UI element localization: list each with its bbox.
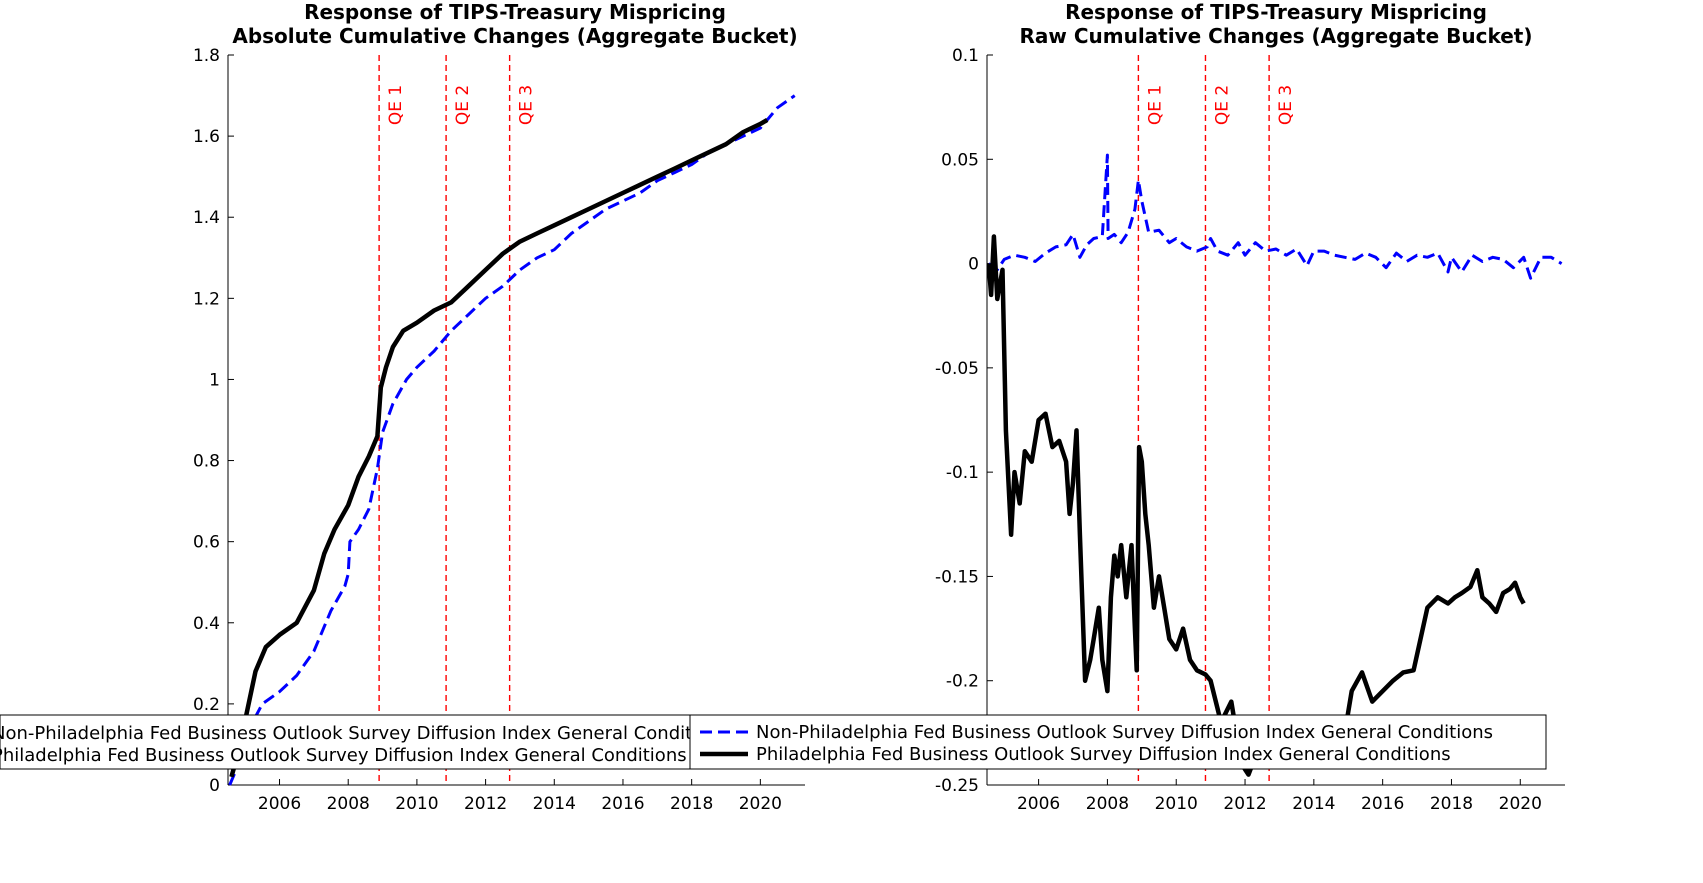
right-legend: Non-Philadelphia Fed Business Outlook Su… [689,714,1547,770]
y-tick-label: 0.6 [193,533,220,553]
x-tick-label: 2020 [739,794,782,814]
x-tick-label: 2012 [464,794,507,814]
chart-subtitle: Raw Cumulative Changes (Aggregate Bucket… [1019,24,1532,48]
y-tick-label: 1 [209,370,220,390]
x-tick-label: 2014 [533,794,576,814]
chart-subtitle: Absolute Cumulative Changes (Aggregate B… [232,24,797,48]
y-tick-label: 1.2 [193,289,220,309]
chart-title: Response of TIPS-Treasury Mispricing [304,0,726,24]
legend-contents: Non-Philadelphia Fed Business Outlook Su… [700,722,1493,765]
qe-label: QE 2 [1212,85,1232,125]
y-tick-label: 0.8 [193,452,220,472]
x-tick-label: 2008 [327,794,370,814]
y-tick-label: -0.05 [935,359,979,379]
x-tick-label: 2006 [258,794,301,814]
x-tick-label: 2010 [1155,794,1198,814]
y-tick-label: 1.6 [193,127,220,147]
y-tick-label: 1.8 [193,46,220,66]
x-tick-label: 2018 [670,794,713,814]
x-tick-label: 2012 [1223,794,1266,814]
chart-title: Response of TIPS-Treasury Mispricing [1065,0,1487,24]
x-tick-label: 2008 [1086,794,1129,814]
legend-entry-label: Non-Philadelphia Fed Business Outlook Su… [756,722,1493,743]
x-tick-label: 2018 [1430,794,1473,814]
legend-entry-label: Non-Philadelphia Fed Business Outlook Su… [0,723,729,744]
y-tick-label: -0.25 [935,776,979,796]
x-tick-label: 2010 [395,794,438,814]
y-tick-label: 0.2 [193,695,220,715]
legend-entry-label: Philadelphia Fed Business Outlook Survey… [0,745,687,766]
legend-contents: Non-Philadelphia Fed Business Outlook Su… [0,723,729,766]
y-tick-label: 0.05 [941,150,979,170]
x-tick-label: 2016 [601,794,644,814]
qe-label: QE 3 [1276,85,1296,125]
y-tick-label: 0.1 [952,46,979,66]
y-tick-label: 0 [968,255,979,275]
non-philadelphia-series-line [987,153,1563,280]
y-tick-label: -0.2 [946,672,979,692]
y-tick-label: -0.1 [946,463,979,483]
x-tick-label: 2020 [1499,794,1542,814]
y-tick-label: 0 [209,776,220,796]
right-chart-panel: Response of TIPS-Treasury MispricingRaw … [935,0,1565,814]
qe-label: QE 1 [386,85,406,125]
left-chart-panel: Response of TIPS-Treasury MispricingAbso… [193,0,805,814]
qe-label: QE 1 [1145,85,1165,125]
qe-label: QE 3 [517,85,537,125]
qe-label: QE 2 [453,85,473,125]
y-tick-label: -0.15 [935,567,979,587]
y-tick-label: 1.4 [193,208,220,228]
x-tick-label: 2006 [1017,794,1060,814]
legend-box [689,714,1547,770]
non-philadelphia-series-line [228,94,796,786]
legends: Non-Philadelphia Fed Business Outlook Su… [0,714,1547,770]
philadelphia-series-line [229,117,769,778]
philadelphia-series-line [987,234,1526,777]
legend-entry-label: Philadelphia Fed Business Outlook Survey… [756,744,1451,765]
y-tick-label: 0.4 [193,614,220,634]
x-tick-label: 2014 [1292,794,1335,814]
left-legend: Non-Philadelphia Fed Business Outlook Su… [0,714,729,770]
legend-box [0,714,691,770]
x-tick-label: 2016 [1361,794,1404,814]
